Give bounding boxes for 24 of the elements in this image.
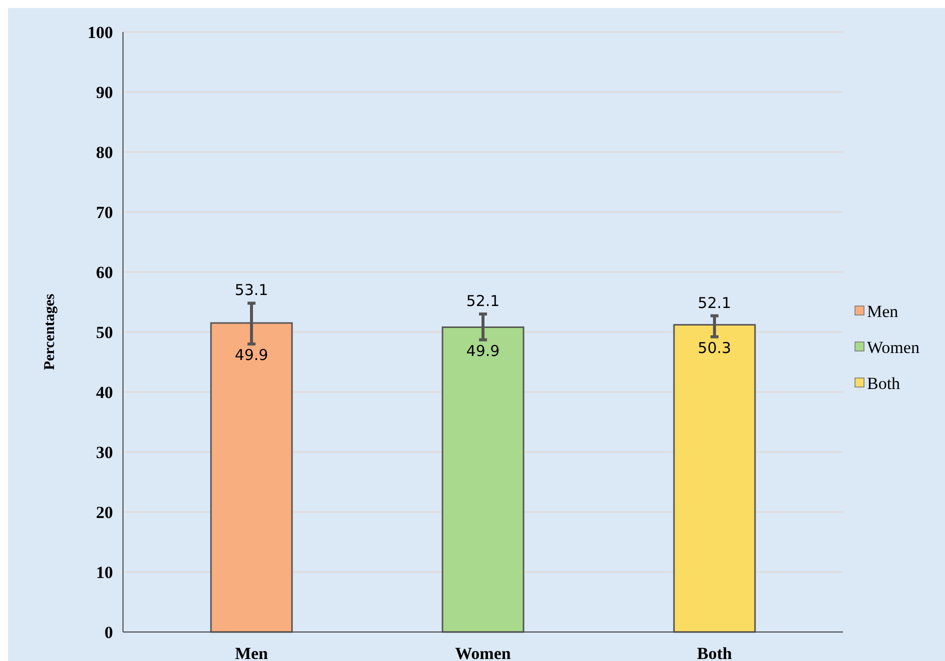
x-tick-label: Both — [697, 644, 733, 661]
y-tick-label: 20 — [96, 502, 113, 522]
x-tick-label: Women — [455, 644, 512, 661]
y-tick-label: 80 — [96, 142, 113, 162]
y-axis-title: Percentages — [42, 294, 58, 370]
y-tick-label: 90 — [96, 82, 113, 102]
y-tick-label: 0 — [104, 622, 113, 642]
annotation: 53.1 — [234, 281, 268, 300]
y-tick-label: 30 — [96, 442, 113, 462]
y-tick-label: 50 — [96, 322, 113, 342]
annotation: 50.3 — [698, 338, 732, 357]
legend-label: Both — [867, 374, 901, 393]
annotation: 49.9 — [466, 342, 500, 360]
annotation: 52.1 — [466, 292, 500, 310]
annotation: 52.1 — [698, 294, 732, 312]
legend-label: Women — [867, 338, 920, 357]
y-tick-label: 100 — [88, 22, 113, 42]
y-tick-label: 70 — [96, 202, 113, 222]
legend-label: Men — [867, 302, 899, 321]
annotation: 49.9 — [234, 346, 268, 364]
y-tick-label: 10 — [96, 562, 113, 582]
y-tick-label: 60 — [96, 262, 113, 282]
y-tick-label: 40 — [96, 382, 113, 402]
x-tick-label: Men — [234, 644, 269, 661]
